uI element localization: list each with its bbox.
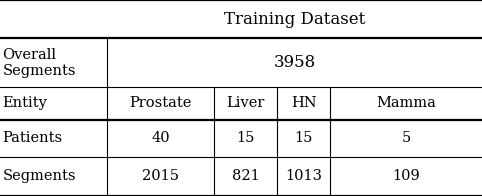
Text: Segments: Segments — [2, 169, 76, 183]
Text: 2015: 2015 — [142, 169, 179, 183]
Text: 109: 109 — [392, 169, 420, 183]
Text: HN: HN — [291, 96, 317, 110]
Text: Training Dataset: Training Dataset — [224, 11, 365, 28]
Text: Liver: Liver — [227, 96, 265, 110]
Text: Entity: Entity — [2, 96, 47, 110]
Text: Overall
Segments: Overall Segments — [2, 48, 76, 78]
Text: 821: 821 — [232, 169, 260, 183]
Text: 5: 5 — [402, 131, 411, 145]
Text: Mamma: Mamma — [376, 96, 436, 110]
Text: 15: 15 — [295, 131, 313, 145]
Text: Patients: Patients — [2, 131, 63, 145]
Text: 1013: 1013 — [285, 169, 322, 183]
Text: Prostate: Prostate — [130, 96, 192, 110]
Text: 40: 40 — [151, 131, 170, 145]
Text: 15: 15 — [237, 131, 255, 145]
Text: 3958: 3958 — [273, 54, 316, 71]
